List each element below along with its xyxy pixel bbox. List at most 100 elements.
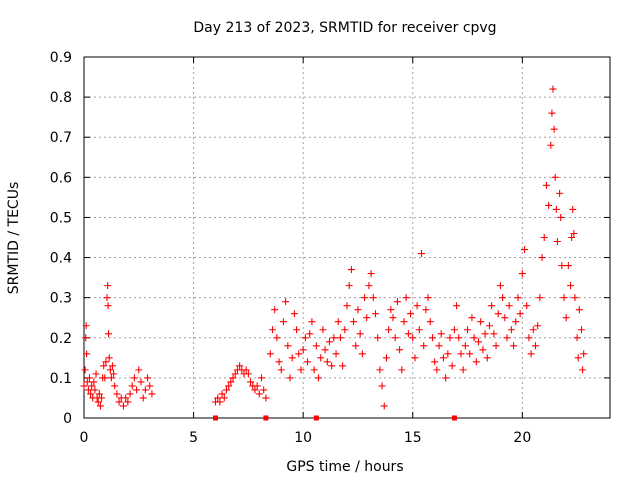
- data-point: [536, 294, 544, 302]
- data-point: [220, 394, 228, 402]
- data-point: [103, 294, 111, 302]
- y-tick-label: 0.9: [50, 50, 72, 66]
- data-point: [315, 374, 323, 382]
- data-point: [334, 318, 342, 326]
- data-point: [266, 350, 274, 358]
- data-point: [571, 294, 579, 302]
- data-point: [96, 402, 104, 410]
- data-point: [457, 350, 465, 358]
- axis-marker: [313, 415, 319, 421]
- data-point: [389, 314, 397, 322]
- data-point: [411, 354, 419, 362]
- data-point: [332, 350, 340, 358]
- data-point: [80, 382, 88, 390]
- data-point: [499, 294, 507, 302]
- data-point: [428, 334, 436, 342]
- data-point: [260, 386, 268, 394]
- data-point: [542, 181, 550, 189]
- axis-marker: [213, 415, 218, 421]
- data-point: [90, 378, 98, 386]
- data-point: [271, 306, 279, 314]
- data-point: [560, 294, 568, 302]
- data-point: [514, 294, 522, 302]
- data-point: [387, 306, 395, 314]
- x-axis-label: GPS time / hours: [286, 459, 403, 475]
- data-point: [393, 298, 401, 306]
- y-tick-label: 0.5: [50, 210, 72, 226]
- data-point: [115, 398, 123, 406]
- data-point: [380, 402, 388, 410]
- data-point: [575, 306, 583, 314]
- data-point: [568, 234, 576, 241]
- data-point: [251, 386, 259, 394]
- data-point: [227, 378, 235, 386]
- data-point: [277, 366, 285, 374]
- axis-marker: [263, 415, 269, 421]
- data-point: [371, 310, 379, 318]
- data-point: [216, 398, 224, 406]
- data-point: [547, 141, 555, 149]
- data-point: [310, 366, 318, 374]
- data-point: [282, 298, 290, 306]
- data-point: [569, 205, 577, 213]
- data-point: [81, 366, 89, 374]
- data-point: [301, 334, 309, 342]
- data-point: [218, 390, 226, 398]
- data-point: [279, 318, 287, 326]
- data-point: [376, 366, 384, 374]
- data-point: [402, 294, 410, 302]
- data-point: [111, 382, 119, 390]
- data-point: [214, 394, 222, 402]
- data-point: [258, 374, 266, 382]
- axis-marker: [451, 415, 457, 421]
- data-point: [242, 366, 250, 374]
- data-point: [102, 358, 110, 366]
- data-point: [570, 229, 578, 237]
- data-point: [319, 326, 327, 334]
- data-point: [420, 342, 428, 350]
- data-point: [130, 374, 138, 382]
- data-point: [110, 370, 118, 378]
- data-point: [144, 374, 152, 382]
- data-point: [424, 294, 432, 302]
- data-point: [579, 366, 587, 374]
- data-point: [135, 366, 143, 374]
- data-point: [293, 326, 301, 334]
- x-tick-label: 10: [294, 430, 312, 446]
- data-point: [295, 350, 303, 358]
- data-point: [312, 342, 320, 350]
- data-point: [244, 370, 252, 378]
- data-point: [124, 398, 132, 406]
- data-point: [101, 374, 109, 382]
- y-tick-label: 0.3: [50, 291, 72, 307]
- data-point: [510, 342, 518, 350]
- data-point: [328, 362, 336, 370]
- data-point: [574, 354, 582, 362]
- plot-frame: [83, 56, 611, 419]
- data-point: [450, 326, 458, 334]
- data-point: [95, 390, 103, 398]
- data-point: [503, 334, 511, 342]
- data-point: [126, 390, 134, 398]
- data-point: [268, 326, 276, 334]
- data-point: [444, 350, 452, 358]
- data-point: [91, 386, 99, 394]
- data-point: [343, 302, 351, 310]
- data-point: [363, 314, 371, 322]
- data-point: [104, 282, 112, 290]
- data-point: [284, 342, 292, 350]
- data-point: [87, 390, 95, 398]
- data-point: [512, 318, 520, 326]
- data-point: [521, 246, 529, 254]
- data-point: [94, 398, 102, 406]
- data-point: [466, 350, 474, 358]
- data-point: [255, 390, 263, 398]
- data-point: [446, 334, 454, 342]
- data-point: [564, 262, 572, 270]
- x-tick-label: 20: [513, 430, 531, 446]
- data-point: [148, 390, 156, 398]
- y-tick-label: 0.4: [50, 251, 72, 267]
- data-point: [146, 382, 154, 390]
- data-point: [529, 326, 537, 334]
- data-point: [107, 374, 115, 382]
